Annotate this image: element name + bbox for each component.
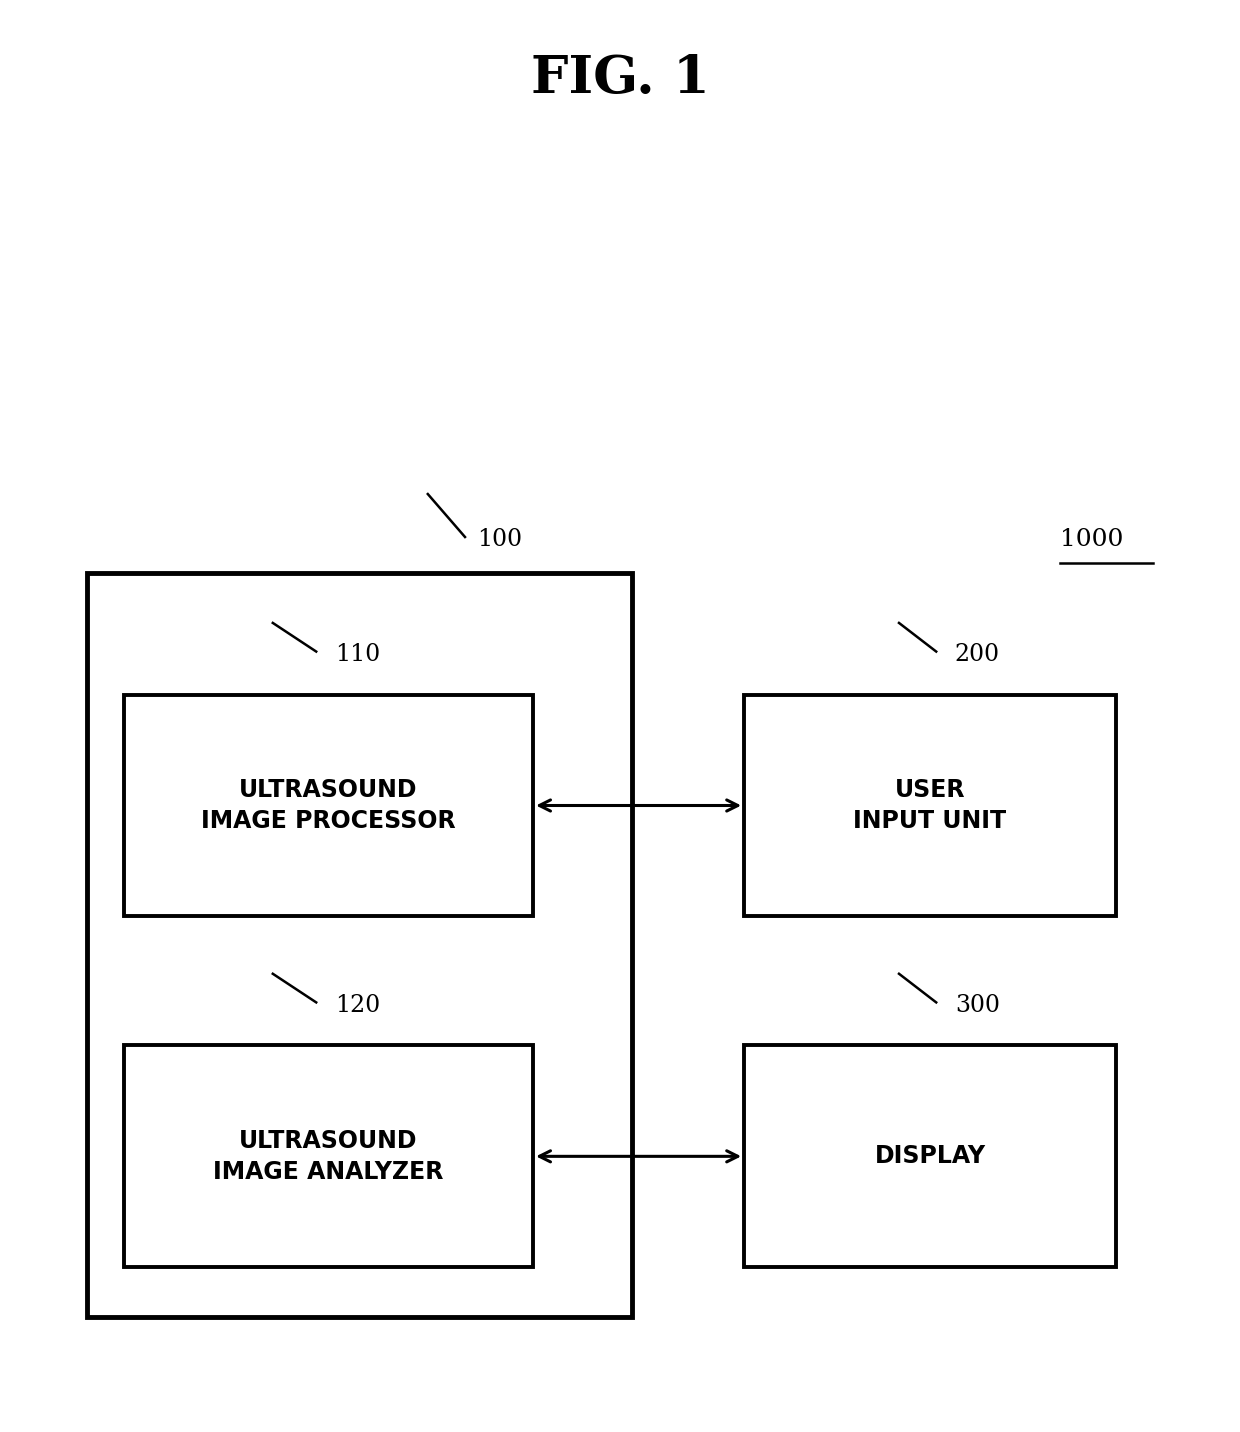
Text: 100: 100 bbox=[477, 528, 522, 551]
Bar bbox=[744, 1045, 1116, 1267]
Text: 300: 300 bbox=[955, 994, 999, 1017]
Text: 200: 200 bbox=[955, 643, 999, 666]
Text: FIG. 1: FIG. 1 bbox=[531, 53, 709, 105]
Text: 1000: 1000 bbox=[1060, 528, 1123, 551]
Text: USER
INPUT UNIT: USER INPUT UNIT bbox=[853, 778, 1007, 833]
Bar bbox=[124, 1045, 533, 1267]
Text: ULTRASOUND
IMAGE ANALYZER: ULTRASOUND IMAGE ANALYZER bbox=[213, 1128, 444, 1184]
Text: 120: 120 bbox=[335, 994, 379, 1017]
Bar bbox=[87, 573, 632, 1317]
Text: 110: 110 bbox=[335, 643, 379, 666]
Text: ULTRASOUND
IMAGE PROCESSOR: ULTRASOUND IMAGE PROCESSOR bbox=[201, 778, 456, 833]
Bar bbox=[744, 695, 1116, 916]
Bar bbox=[124, 695, 533, 916]
Text: DISPLAY: DISPLAY bbox=[874, 1144, 986, 1169]
